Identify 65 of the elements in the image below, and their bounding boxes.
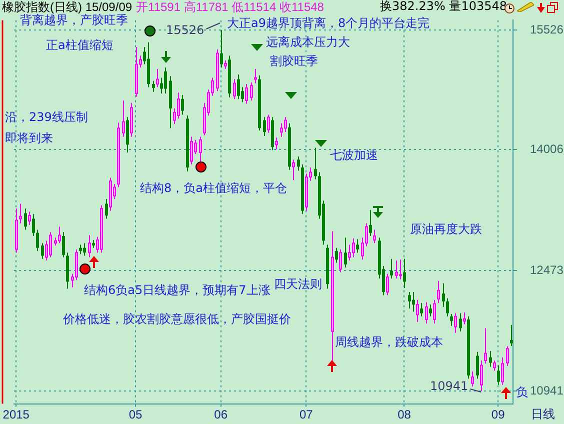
candlestick [403,258,406,289]
x-tick-label: 08 [398,407,412,422]
x-axis-title: 日线 [531,407,555,422]
candlestick [297,156,300,172]
candlestick [420,302,423,317]
candlestick [181,94,184,116]
annotation: 周线越界，跌破成本 [335,335,443,350]
candlestick [450,314,453,326]
candlestick [497,364,500,386]
annotation: 原油再度大跌 [410,222,482,236]
annotation: 15526 [166,23,204,38]
candlestick [344,237,347,268]
candlestick [369,210,372,237]
candlestick [314,147,317,180]
candlestick [489,350,492,368]
candlestick [41,242,44,260]
chart-subtitle: 开11591 高11781 低11514 收11548 [136,0,324,14]
annotation: 七波加速 [330,148,378,162]
text: 换382.23% 量103548 [380,0,508,14]
x-tick-label: 06 [214,407,228,422]
annotation: 价格低迷，胶农割胶意愿很低，产胶国挺价 [62,312,291,326]
candlestick [237,74,240,100]
candlestick [429,304,432,317]
annotation: 背离越界，产胶旺季 [20,13,128,28]
candlestick [446,298,449,317]
candlestick [412,291,415,312]
annotation: 10941 [430,379,468,394]
y-tick-label: 12473 [530,262,564,277]
annotation: 结构8，负a柱值缩短，平仓 [140,181,287,196]
chart-title: 橡胶指数(日线) 15/09/09 [2,0,132,14]
x-tick-label: 07 [299,407,314,422]
annotation: 四天法则 [274,277,322,292]
candlestick [476,351,479,380]
y-tick-label: 14006 [530,142,564,156]
text: 负 [516,385,528,400]
candlestick [335,247,338,264]
candlestick [220,29,223,68]
candlestick [164,66,167,94]
candlestick [32,213,35,237]
annotation: 正a柱值缩短 [46,38,114,52]
candlestick [356,238,359,254]
candlestick [390,258,393,280]
annotation: 远离成本压力大 [266,35,350,50]
candlestick [36,229,39,252]
x-tick-label: 05 [128,407,143,422]
candlestick [510,324,513,346]
candlestick [79,244,82,255]
annotation: 大正a9越界顶背离，8个月的平台走完 [227,16,430,30]
x-tick-label: 09 [491,407,506,422]
candlestick [263,116,266,136]
annotation: 割胶旺季 [270,54,318,68]
candlestick [83,242,86,256]
candlestick [105,198,108,220]
annotation: 沿，239线压制 [5,110,88,124]
candlestick [408,291,411,309]
annotation: 即将到来 [5,131,53,146]
candlestick [62,232,65,258]
candlestick [459,312,462,332]
annotation: 结构6负a5日线越界，预期有7上涨 [84,283,270,298]
candlestick [24,208,27,230]
x-tick-label: 2015 [2,407,30,422]
y-tick-label: 15526 [530,22,564,36]
candlestick [152,80,155,92]
y-tick-label: 10941 [530,383,564,398]
candlestick [442,282,445,308]
